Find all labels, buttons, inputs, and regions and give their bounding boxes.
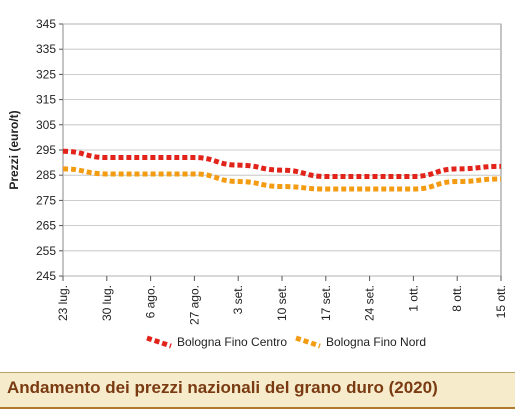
series-line-1: [62, 148, 502, 179]
legend-label-2: Bologna Fino Nord: [326, 335, 426, 349]
y-tick-label: 265: [36, 219, 56, 233]
y-tick-label: 245: [36, 269, 56, 283]
y-tick-label: 335: [36, 42, 56, 56]
y-axis-label: Prezzi (euro/t): [7, 110, 21, 189]
y-tick-label: 295: [36, 143, 56, 157]
y-tick-label: 325: [36, 67, 56, 81]
x-tick-label: 30 lug.: [100, 285, 114, 321]
x-tick-label: 17 set.: [319, 285, 333, 321]
y-tick-label: 255: [36, 244, 56, 258]
x-tick-label: 8 ott.: [450, 285, 464, 312]
x-tick-label: 24 set.: [363, 285, 377, 321]
y-tick-label: 305: [36, 118, 56, 132]
title-underline: [0, 407, 515, 409]
x-tick-label: 6 ago.: [144, 285, 158, 318]
x-tick-label: 27 ago.: [187, 285, 201, 325]
x-tick-label: 15 ott.: [494, 285, 508, 318]
chart-area: 245 255 265 275 285 295 305 315 325 335 345 23 lug.…: [7, 17, 508, 349]
legend-swatch-2: [295, 335, 321, 349]
chart-title-bar: Andamento dei prezzi nazionali del grano…: [0, 372, 515, 409]
legend-swatch-1: [146, 335, 172, 349]
legend-label-1: Bologna Fino Centro: [177, 335, 287, 349]
y-tick-label: 275: [36, 193, 56, 207]
x-tick-label: 23 lug.: [56, 285, 70, 321]
chart-title: Andamento dei prezzi nazionali del grano…: [7, 378, 438, 397]
series-line-2: [62, 166, 502, 192]
x-tick-label: 1 ott.: [406, 285, 420, 312]
y-tick-label: 315: [36, 93, 56, 107]
line-chart: 245 255 265 275 285 295 305 315 325 335 345 23 lug.…: [7, 17, 508, 349]
x-tick-label: 10 set.: [275, 285, 289, 321]
x-tick-label: 3 set.: [231, 285, 245, 314]
y-tick-label: 345: [36, 17, 56, 31]
y-tick-label: 285: [36, 168, 56, 182]
